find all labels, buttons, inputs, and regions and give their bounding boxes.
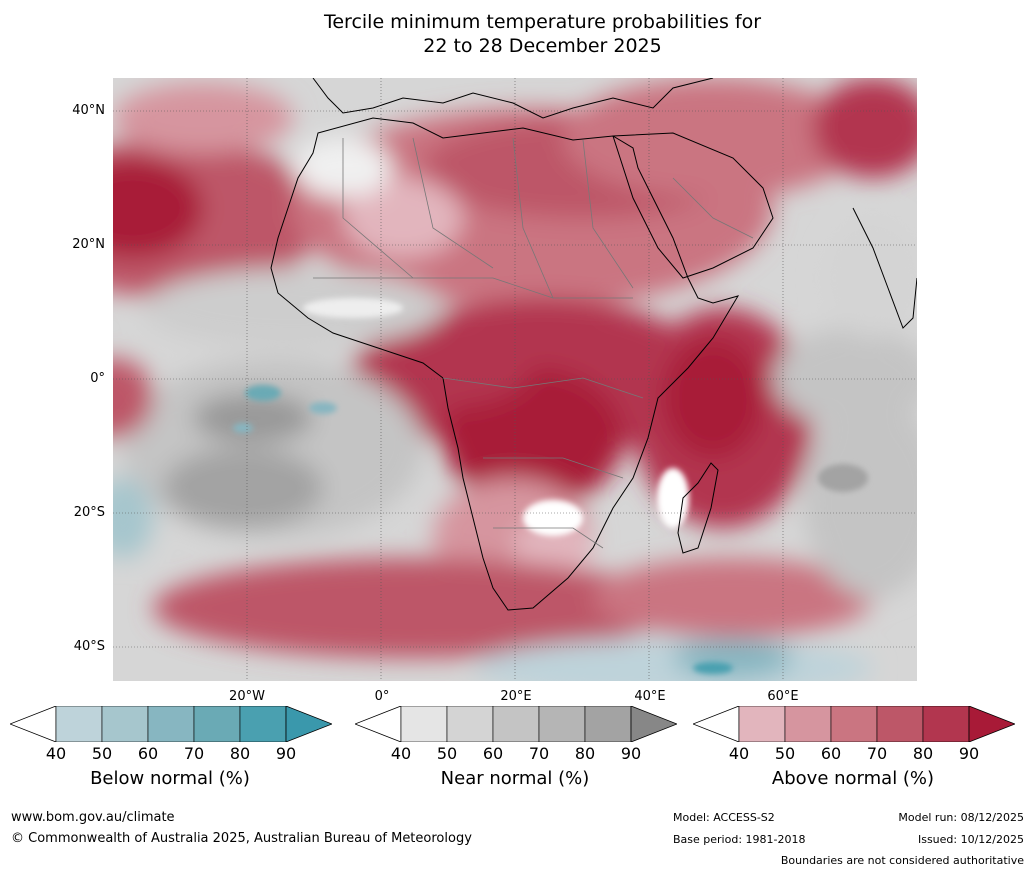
colorbar-below-tick-50: 50 [91, 744, 113, 763]
colorbar-above-box-2 [830, 706, 878, 742]
colorbar-above-box-3 [876, 706, 924, 742]
colorbar-below-tick-40: 40 [45, 744, 67, 763]
colorbar-near-under-triangle [355, 706, 402, 742]
footer-issued: Issued: 10/12/2025 [917, 833, 1024, 846]
colorbar-near-over-triangle [630, 706, 677, 742]
colorbar-below-under-triangle [10, 706, 57, 742]
colorbar-above-box-4 [922, 706, 970, 742]
footer-model-run: Model run: 08/12/2025 [898, 811, 1024, 824]
lon-label-20w: 20°W [229, 689, 265, 704]
colorbar-near-tick-50: 50 [436, 744, 458, 763]
colorbar-near-box-0 [400, 706, 448, 742]
colorbar-above-tick-80: 80 [912, 744, 934, 763]
footer-model: Model: ACCESS-S2 [673, 811, 775, 824]
lon-label-20e: 20°E [500, 689, 532, 704]
colorbar-below-tick-90: 90 [275, 744, 297, 763]
colorbar-near-box-1 [446, 706, 494, 742]
colorbar-below-tick-70: 70 [183, 744, 205, 763]
madagascar-coastline [677, 462, 719, 554]
map-title-line1: Tercile minimum temperature probabilitie… [323, 11, 762, 33]
footer-website: www.bom.gov.au/climate [11, 810, 175, 825]
colorbar-near-normal [355, 706, 677, 742]
colorbar-near-box-2 [492, 706, 540, 742]
colorbar-near-tick-90: 90 [620, 744, 642, 763]
colorbar-near-tick-40: 40 [390, 744, 412, 763]
colorbar-above-tick-40: 40 [728, 744, 750, 763]
colorbar-above-box-1 [784, 706, 832, 742]
lon-label-60e: 60°E [767, 689, 799, 704]
colorbar-above-normal [693, 706, 1015, 742]
colorbar-near-box-3 [538, 706, 586, 742]
lat-label-40s: 40°S [73, 639, 105, 654]
colorbar-above-tick-60: 60 [820, 744, 842, 763]
footer-base-period: Base period: 1981-2018 [673, 833, 806, 846]
india-coastline [852, 207, 917, 329]
country-borders [313, 137, 754, 549]
colorbar-below-box-3 [193, 706, 241, 742]
colorbar-above-box-0 [738, 706, 786, 742]
graticule [113, 78, 917, 681]
colorbar-below-title: Below normal (%) [90, 768, 250, 789]
colorbar-below-box-4 [239, 706, 287, 742]
lon-label-40e: 40°E [634, 689, 666, 704]
africa-coastline [270, 117, 740, 611]
map-canvas [113, 78, 917, 681]
colorbar-near-title: Near normal (%) [440, 768, 590, 789]
colorbar-near-tick-60: 60 [482, 744, 504, 763]
footer-boundaries: Boundaries are not considered authoritat… [780, 854, 1024, 867]
colorbar-above-tick-50: 50 [774, 744, 796, 763]
probability-map [113, 78, 917, 681]
colorbar-below-box-2 [147, 706, 195, 742]
colorbar-above-over-triangle [968, 706, 1015, 742]
colorbar-below-over-triangle [285, 706, 332, 742]
lon-label-0: 0° [374, 689, 390, 704]
colorbar-below-box-1 [101, 706, 149, 742]
colorbar-above-tick-90: 90 [958, 744, 980, 763]
lat-label-40n: 40°N [72, 103, 105, 118]
lat-label-0: 0° [90, 371, 105, 386]
colorbar-below-normal [10, 706, 332, 742]
footer-copyright: © Commonwealth of Australia 2025, Austra… [11, 831, 472, 846]
lat-label-20n: 20°N [72, 237, 105, 252]
colorbar-below-box-0 [55, 706, 103, 742]
colorbar-above-under-triangle [693, 706, 740, 742]
colorbar-near-tick-70: 70 [528, 744, 550, 763]
colorbar-above-tick-70: 70 [866, 744, 888, 763]
lat-label-20s: 20°S [73, 505, 105, 520]
colorbar-near-tick-80: 80 [574, 744, 596, 763]
colorbar-above-title: Above normal (%) [771, 768, 935, 789]
europe-coastline [312, 78, 714, 119]
colorbar-near-box-4 [584, 706, 632, 742]
map-title-line2: 22 to 28 December 2025 [423, 35, 662, 57]
colorbar-below-tick-60: 60 [137, 744, 159, 763]
arabia-coastline [612, 132, 774, 279]
colorbar-below-tick-80: 80 [229, 744, 251, 763]
